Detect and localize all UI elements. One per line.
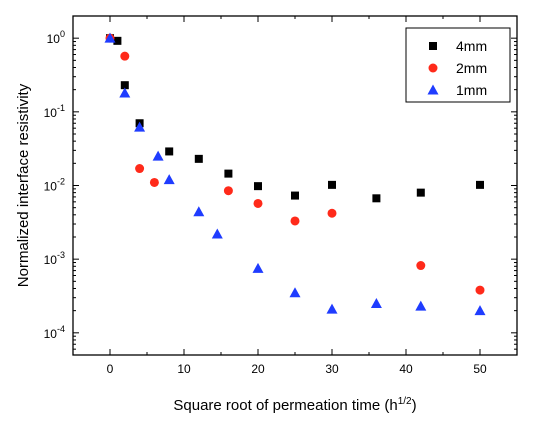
legend-label-1mm: 1mm — [456, 82, 487, 98]
data-point-4mm — [291, 191, 299, 200]
data-point-4mm — [416, 188, 425, 197]
series-1mm — [104, 32, 486, 316]
data-point-1mm — [474, 305, 486, 316]
legend-label-2mm: 2mm — [456, 60, 487, 76]
data-point-1mm — [326, 303, 338, 314]
y-tick-label: 100 — [47, 29, 65, 46]
data-point-1mm — [289, 287, 301, 298]
data-point-1mm — [119, 87, 131, 98]
y-tick-label: 10-4 — [44, 324, 65, 341]
data-point-4mm — [254, 182, 262, 191]
data-point-2mm — [223, 186, 233, 196]
data-point-2mm — [290, 216, 300, 226]
data-point-1mm — [252, 262, 264, 273]
data-point-4mm — [120, 81, 129, 90]
legend-marker-2mm — [428, 63, 438, 73]
data-point-1mm — [134, 121, 146, 132]
x-tick-label: 0 — [107, 362, 114, 376]
data-point-4mm — [113, 36, 122, 45]
data-point-1mm — [370, 298, 382, 309]
x-axis-title: Square root of permeation time (h1/2) — [173, 396, 416, 414]
x-tick-label: 30 — [325, 362, 339, 376]
data-point-4mm — [224, 169, 233, 178]
data-point-1mm — [163, 174, 175, 185]
x-tick-label: 10 — [177, 362, 191, 376]
legend-marker-1mm — [427, 84, 439, 95]
data-point-2mm — [416, 261, 426, 271]
data-point-4mm — [372, 194, 381, 203]
data-point-4mm — [476, 180, 484, 189]
y-tick-label: 10-1 — [44, 103, 65, 120]
data-point-1mm — [211, 228, 223, 239]
legend-box — [405, 27, 511, 103]
data-point-2mm — [149, 177, 159, 187]
y-tick-label: 10-2 — [44, 177, 65, 194]
data-point-1mm — [152, 150, 164, 161]
legend-marker-4mm — [429, 42, 437, 50]
data-point-4mm — [165, 147, 174, 156]
data-point-2mm — [253, 198, 263, 208]
data-point-1mm — [415, 300, 427, 311]
x-tick-label: 40 — [399, 362, 413, 376]
x-tick-label: 50 — [473, 362, 487, 376]
data-point-1mm — [193, 206, 205, 217]
data-point-2mm — [327, 208, 337, 218]
y-tick-label: 10-3 — [44, 250, 65, 267]
data-point-2mm — [135, 164, 145, 174]
x-tick-label: 20 — [251, 362, 265, 376]
data-point-4mm — [194, 154, 203, 163]
y-axis-title: Normalized interface resistivity — [15, 83, 32, 287]
data-point-2mm — [120, 51, 130, 61]
data-point-4mm — [328, 180, 336, 189]
legend-label-4mm: 4mm — [456, 38, 487, 54]
data-point-2mm — [475, 285, 485, 295]
data-point-1mm — [104, 32, 116, 43]
y-axis: 100 10-1 10-2 10-3 10-4 — [44, 15, 517, 356]
legend: 4mm 2mm 1mm — [405, 27, 511, 103]
x-axis: 0 10 20 30 40 50 — [72, 16, 518, 376]
data-points — [104, 32, 486, 316]
